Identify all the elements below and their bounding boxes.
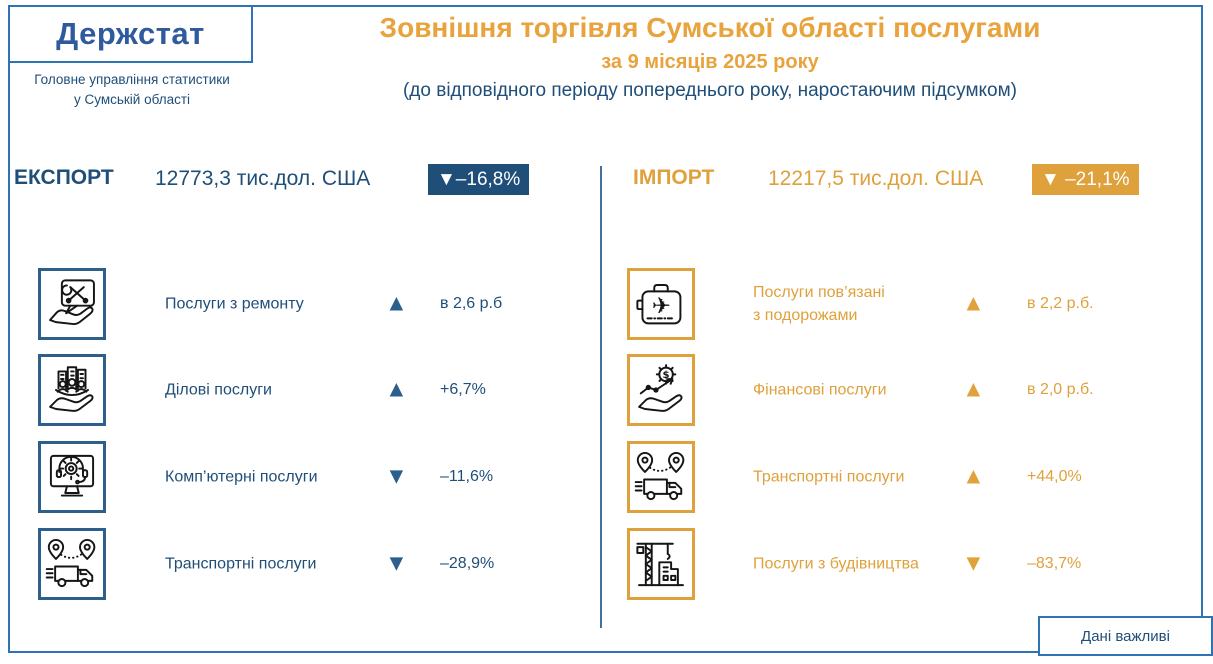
import-row-transport: Транспортні послуги ▲ +44,0% xyxy=(0,441,1213,513)
trend-down-icon: ▼ xyxy=(385,549,408,576)
trend-up-icon: ▲ xyxy=(962,462,985,489)
service-change-value: в 2,2 р.б. xyxy=(1027,295,1094,312)
construction-services-icon xyxy=(627,528,695,600)
service-label: Послуги пов’язані з подорожами xyxy=(753,283,885,324)
service-change-value: +6,7% xyxy=(440,381,486,398)
service-label: Послуги з ремонту xyxy=(165,295,304,313)
service-change-value: –11,6% xyxy=(440,468,494,485)
organization-line2: у Сумській області xyxy=(73,92,191,108)
trend-up-icon: ▲ xyxy=(962,289,985,316)
service-label: Ділові послуги xyxy=(165,381,272,399)
transport-services-icon xyxy=(38,528,106,600)
organization-line1: Головне управління статистики xyxy=(34,72,230,87)
export-row-transport: Транспортні послуги ▼ –28,9% xyxy=(0,528,1213,600)
data-matters-label: Дані важливі xyxy=(1081,627,1170,645)
title-block: Зовнішня торгівля Сумської області послу… xyxy=(270,12,1150,102)
trend-down-icon: ▼ xyxy=(385,462,408,489)
data-matters-badge: Дані важливі xyxy=(1038,616,1213,656)
export-total-value: 12773,3 тис.дол. США xyxy=(155,167,371,190)
transport-services-icon xyxy=(627,441,695,513)
trend-up-icon: ▲ xyxy=(385,375,408,402)
import-row-financial: $ Фінансові послуги ▲ в 2,0 р.б. xyxy=(0,354,1213,426)
export-change-badge: ▼–16,8% xyxy=(428,164,530,195)
import-total-value: 12217,5 тис.дол. США xyxy=(768,167,984,190)
service-change-value: в 2,0 р.б. xyxy=(1027,381,1094,398)
export-row-computer: Комп’ютерні послуги ▼ –11,6% xyxy=(0,441,1213,513)
financial-services-icon: $ xyxy=(627,354,695,426)
service-change-value: –83,7% xyxy=(1027,555,1082,572)
trend-up-icon: ▲ xyxy=(385,289,408,316)
service-label: Фінансові послуги xyxy=(753,381,887,399)
service-label: Послуги з будівництва xyxy=(753,555,919,573)
organization-name: Головне управління статистики у Сумській… xyxy=(8,70,256,111)
svg-text:$: $ xyxy=(663,370,670,381)
svg-text:✈: ✈ xyxy=(652,293,671,319)
repair-services-icon xyxy=(38,268,106,340)
business-services-icon xyxy=(38,354,106,426)
column-divider xyxy=(600,166,602,628)
trend-down-icon: ▼ xyxy=(962,549,985,576)
page-title: Зовнішня торгівля Сумської області послу… xyxy=(379,12,1041,43)
service-change-value: –28,9% xyxy=(440,555,495,572)
service-label: Транспортні послуги xyxy=(165,555,317,573)
import-row-travel: ✈ Послуги пов’язані з подорожами ▲ в 2,2… xyxy=(0,268,1213,340)
service-label: Комп’ютерні послуги xyxy=(165,468,318,486)
page-subtitle: за 9 місяців 2025 року xyxy=(601,51,819,73)
import-row-construction: Послуги з будівництва ▼ –83,7% xyxy=(0,528,1213,600)
travel-services-icon: ✈ xyxy=(627,268,695,340)
service-label: Транспортні послуги xyxy=(753,468,905,486)
service-change-value: в 2,6 р.б xyxy=(440,295,503,312)
import-change-badge: ▼ –21,1% xyxy=(1032,164,1139,195)
computer-services-icon xyxy=(38,441,106,513)
export-section-label: ЕКСПОРТ xyxy=(14,166,114,189)
derzhstat-logo: Держстат xyxy=(56,16,205,51)
export-row-business: Ділові послуги ▲ +6,7% xyxy=(0,354,1213,426)
export-row-repair: Послуги з ремонту ▲ в 2,6 р.б xyxy=(0,268,1213,340)
import-section-label: ІМПОРТ xyxy=(633,166,715,189)
service-change-value: +44,0% xyxy=(1027,468,1082,485)
page-border xyxy=(8,5,1203,653)
trend-up-icon: ▲ xyxy=(962,375,985,402)
comparison-note: (до відповідного періоду попереднього ро… xyxy=(402,80,1017,101)
derzhstat-logo-box: Держстат xyxy=(8,5,253,63)
